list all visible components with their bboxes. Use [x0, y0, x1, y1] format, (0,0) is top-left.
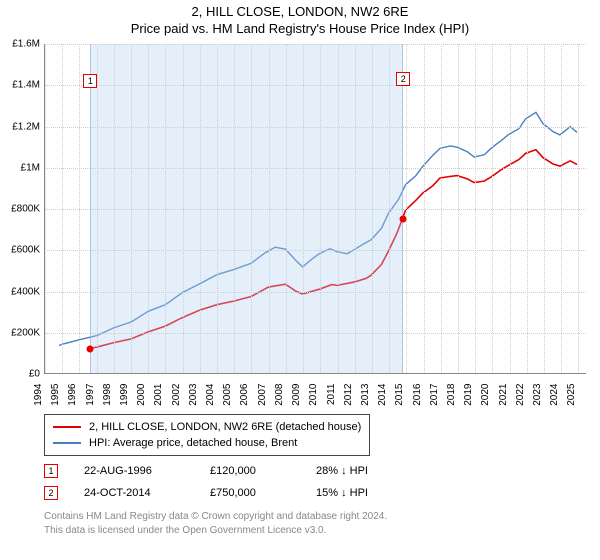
grid-v: [406, 44, 407, 373]
grid-v: [424, 44, 425, 373]
sale-dot: [87, 346, 94, 353]
chart-plot: 12 £0£200K£400K£600K£800K£1M£1.2M£1.4M£1…: [44, 44, 586, 374]
legend-swatch: [53, 442, 81, 444]
x-tick-label: 2001: [153, 384, 164, 406]
x-tick-label: 2020: [480, 384, 491, 406]
x-tick-label: 1995: [50, 384, 61, 406]
x-tick-label: 2000: [136, 384, 147, 406]
x-tick-label: 1998: [102, 384, 113, 406]
sale-marker-box: 1: [83, 74, 97, 88]
footer: Contains HM Land Registry data © Crown c…: [44, 510, 387, 537]
x-tick-label: 2014: [377, 384, 388, 406]
y-tick-label: £400K: [11, 286, 40, 297]
x-tick-label: 1997: [85, 384, 96, 406]
title-main: 2, HILL CLOSE, LONDON, NW2 6RE: [0, 4, 600, 19]
legend-label: HPI: Average price, detached house, Bren…: [89, 437, 297, 449]
grid-v: [79, 44, 80, 373]
x-tick-label: 2006: [239, 384, 250, 406]
legend: 2, HILL CLOSE, LONDON, NW2 6RE (detached…: [44, 414, 370, 456]
sale-dot: [400, 216, 407, 223]
grid-v: [475, 44, 476, 373]
x-tick-label: 2007: [257, 384, 268, 406]
x-tick-label: 2021: [498, 384, 509, 406]
x-tick-label: 2008: [274, 384, 285, 406]
footer-line2: This data is licensed under the Open Gov…: [44, 524, 387, 538]
grid-v: [492, 44, 493, 373]
x-tick-label: 2005: [222, 384, 233, 406]
y-tick-label: £0: [29, 369, 40, 380]
x-tick-label: 2018: [446, 384, 457, 406]
x-tick-label: 1999: [119, 384, 130, 406]
x-tick-label: 2011: [326, 384, 337, 406]
sale-badge: 2: [44, 486, 58, 500]
sale-marker-box: 2: [396, 72, 410, 86]
y-tick-label: £1M: [21, 162, 40, 173]
title-sub: Price paid vs. HM Land Registry's House …: [0, 21, 600, 36]
y-tick-label: £1.6M: [12, 39, 40, 50]
x-tick-label: 2009: [291, 384, 302, 406]
x-tick-label: 2003: [188, 384, 199, 406]
sale-row: 1 22-AUG-1996 £120,000 28% ↓ HPI: [44, 460, 406, 482]
x-tick-label: 2002: [171, 384, 182, 406]
chart-container: 2, HILL CLOSE, LONDON, NW2 6RE Price pai…: [0, 0, 600, 560]
sale-delta: 15% ↓ HPI: [316, 487, 406, 499]
x-tick-label: 2024: [549, 384, 560, 406]
sale-badge: 1: [44, 464, 58, 478]
legend-row: 2, HILL CLOSE, LONDON, NW2 6RE (detached…: [53, 419, 361, 435]
grid-v: [62, 44, 63, 373]
sale-date: 24-OCT-2014: [84, 487, 184, 499]
sale-date: 22-AUG-1996: [84, 465, 184, 477]
x-tick-label: 2004: [205, 384, 216, 406]
y-tick-label: £600K: [11, 245, 40, 256]
grid-v: [510, 44, 511, 373]
x-tick-label: 2023: [532, 384, 543, 406]
x-tick-label: 2010: [308, 384, 319, 406]
y-tick-label: £1.4M: [12, 80, 40, 91]
grid-v: [441, 44, 442, 373]
x-tick-label: 1996: [67, 384, 78, 406]
x-tick-label: 2012: [343, 384, 354, 406]
x-tick-label: 2013: [360, 384, 371, 406]
x-tick-label: 2019: [463, 384, 474, 406]
sales-table: 1 22-AUG-1996 £120,000 28% ↓ HPI 2 24-OCT-201…: [44, 460, 406, 504]
y-tick-label: £200K: [11, 327, 40, 338]
legend-swatch: [53, 426, 81, 428]
x-tick-label: 2016: [412, 384, 423, 406]
grid-v: [527, 44, 528, 373]
legend-row: HPI: Average price, detached house, Bren…: [53, 435, 361, 451]
x-tick-label: 2025: [566, 384, 577, 406]
x-tick-label: 2015: [394, 384, 405, 406]
sale-row: 2 24-OCT-2014 £750,000 15% ↓ HPI: [44, 482, 406, 504]
grid-v: [578, 44, 579, 373]
plot-area: 12: [44, 44, 586, 374]
x-tick-label: 2017: [429, 384, 440, 406]
grid-v: [544, 44, 545, 373]
legend-label: 2, HILL CLOSE, LONDON, NW2 6RE (detached…: [89, 421, 361, 433]
footer-line1: Contains HM Land Registry data © Crown c…: [44, 510, 387, 524]
x-tick-label: 1994: [33, 384, 44, 406]
grid-v: [561, 44, 562, 373]
shaded-region: [90, 44, 403, 373]
sale-price: £750,000: [210, 487, 290, 499]
grid-v: [458, 44, 459, 373]
title-area: 2, HILL CLOSE, LONDON, NW2 6RE Price pai…: [0, 0, 600, 36]
grid-v: [45, 44, 46, 373]
sale-delta: 28% ↓ HPI: [316, 465, 406, 477]
x-tick-label: 2022: [515, 384, 526, 406]
y-tick-label: £1.2M: [12, 121, 40, 132]
sale-price: £120,000: [210, 465, 290, 477]
y-tick-label: £800K: [11, 204, 40, 215]
